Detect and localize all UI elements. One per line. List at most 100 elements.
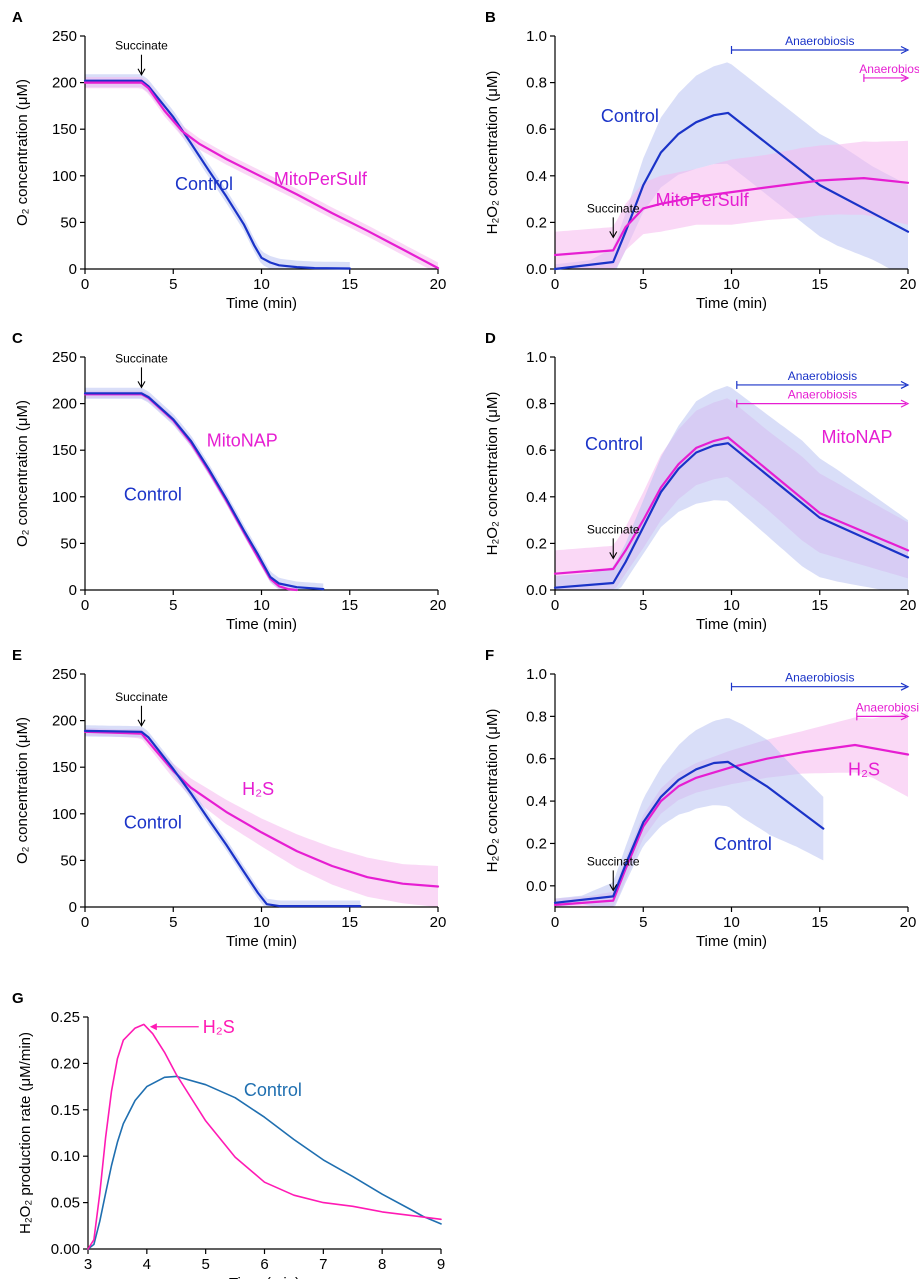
x-axis-title: Time (min) (226, 616, 297, 633)
range-label: Anaerobiosis (856, 700, 919, 714)
annotation-label: Succinate (587, 522, 640, 536)
x-axis-title: Time (min) (226, 933, 297, 950)
x-tick-label: 4 (143, 1256, 151, 1273)
y-tick-label: 100 (52, 489, 77, 506)
y-tick-label: 150 (52, 759, 77, 776)
y-tick-label: 0 (69, 582, 77, 599)
annotation-label: Succinate (587, 201, 640, 215)
series-label: Control (585, 434, 643, 454)
range-arrowhead (900, 399, 910, 408)
y-tick-label: 0.0 (526, 878, 547, 895)
x-tick-label: 3 (84, 1256, 92, 1273)
y-axis-title: H₂O₂ concentration (μM) (484, 709, 501, 873)
annotation-label: Succinate (115, 351, 168, 365)
series-line-0 (83, 393, 298, 592)
series-label: MitoNAP (822, 427, 893, 447)
x-tick-label: 5 (639, 914, 647, 931)
annotation-arrowhead (609, 231, 618, 239)
annotation-label: Succinate (587, 854, 640, 868)
series-line-1 (553, 760, 825, 904)
x-tick-label: 10 (723, 597, 740, 614)
series-label: Control (714, 834, 772, 854)
x-tick-label: 5 (169, 276, 177, 293)
x-tick-label: 10 (253, 276, 270, 293)
y-tick-label: 0.8 (526, 75, 547, 92)
series-label: H₂S (848, 760, 880, 780)
x-tick-label: 20 (900, 597, 917, 614)
x-tick-label: 7 (319, 1256, 327, 1273)
series-line-1 (83, 81, 440, 270)
y-tick-label: 100 (52, 168, 77, 185)
series-line-1 (87, 1023, 442, 1250)
y-tick-label: 250 (52, 349, 77, 366)
series-line-1 (553, 177, 910, 257)
x-tick-label: 15 (341, 914, 358, 931)
series-band-1 (555, 140, 908, 269)
panel-label: D (485, 330, 496, 347)
series-band-1 (85, 387, 324, 590)
panel-label: A (12, 9, 23, 26)
x-tick-label: 15 (341, 597, 358, 614)
x-tick-label: 0 (551, 914, 559, 931)
y-tick-label: 100 (52, 806, 77, 823)
y-tick-label: 50 (60, 535, 77, 552)
range-arrowhead (900, 712, 910, 721)
y-tick-label: 250 (52, 666, 77, 683)
y-tick-label: 0.6 (526, 121, 547, 138)
y-tick-label: 0.8 (526, 396, 547, 413)
range-label: Anaerobiosis (788, 369, 857, 383)
y-axis-title: O₂ concentration (μM) (14, 79, 31, 226)
x-tick-label: 10 (723, 914, 740, 931)
y-tick-label: 0.8 (526, 708, 547, 725)
series-line-1 (553, 442, 910, 589)
x-tick-label: 0 (81, 276, 89, 293)
series-label: Control (244, 1080, 302, 1100)
y-tick-label: 150 (52, 442, 77, 459)
x-axis-title: Time (min) (696, 933, 767, 950)
series-label: MitoPerSulf (274, 169, 368, 189)
y-axis-title: O₂ concentration (μM) (14, 717, 31, 864)
series-label: MitoNAP (207, 430, 278, 450)
annotation-arrowhead (137, 381, 146, 389)
panel-g: G 3 4 5 6 7 8 9 0.00 0.05 0.10 0.15 0.20 0.25 Time (mi… (12, 990, 445, 1279)
annotation-arrowhead (137, 719, 146, 727)
range-label: Anaerobiosis (785, 671, 854, 685)
range-arrowhead (900, 45, 910, 55)
x-tick-label: 20 (900, 276, 917, 293)
panel-label: F (485, 647, 494, 664)
panel-b: B 0 5 10 15 20 0.0 0.2 0.4 0.6 0.8 1.0 Time (min) H₂O… (484, 9, 919, 312)
x-axis-title: Time (min) (226, 295, 297, 312)
x-tick-label: 5 (169, 597, 177, 614)
x-tick-label: 20 (900, 914, 917, 931)
series-line-0 (83, 730, 440, 888)
range-label: Anaerobiosis (859, 62, 919, 76)
series-band-0 (85, 390, 297, 590)
x-tick-label: 0 (81, 914, 89, 931)
range-arrowhead (900, 73, 910, 82)
x-tick-label: 5 (169, 914, 177, 931)
y-tick-label: 1.0 (526, 666, 547, 683)
y-tick-label: 0.25 (51, 1009, 80, 1026)
annotation-arrowhead (137, 68, 146, 76)
x-tick-label: 15 (811, 276, 828, 293)
range-arrowhead (900, 380, 910, 389)
y-tick-label: 0.15 (51, 1102, 80, 1119)
x-tick-label: 20 (430, 914, 447, 931)
series-label: Control (175, 174, 233, 194)
x-tick-label: 9 (437, 1256, 445, 1273)
y-tick-label: 0.6 (526, 442, 547, 459)
x-tick-label: 5 (639, 597, 647, 614)
annotation-label: Succinate (115, 690, 168, 704)
panel-label: G (12, 990, 24, 1007)
x-tick-label: 10 (253, 597, 270, 614)
series-band-1 (555, 718, 824, 907)
x-tick-label: 20 (430, 597, 447, 614)
y-tick-label: 0.10 (51, 1148, 80, 1165)
y-tick-label: 0.00 (51, 1241, 80, 1258)
x-axis-title: Time (min) (696, 616, 767, 633)
range-arrowhead (900, 682, 910, 691)
series-line-0 (553, 111, 910, 271)
annotation-arrowhead (609, 552, 618, 560)
series-line-0 (553, 436, 910, 575)
